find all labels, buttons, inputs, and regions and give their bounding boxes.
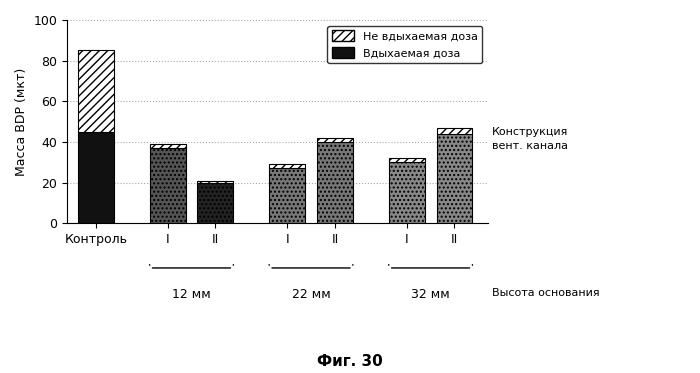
Text: 22 мм: 22 мм: [292, 288, 330, 301]
Bar: [78, 132, 114, 223]
Bar: [197, 183, 233, 223]
Bar: [150, 144, 186, 148]
Bar: [437, 128, 473, 134]
Legend: Не вдыхаемая доза, Вдыхаемая доза: Не вдыхаемая доза, Вдыхаемая доза: [328, 26, 482, 63]
Bar: [270, 168, 305, 223]
Bar: [317, 142, 353, 223]
Bar: [270, 164, 305, 168]
Bar: [317, 138, 353, 142]
Text: Фиг. 30: Фиг. 30: [317, 354, 383, 369]
Bar: [437, 134, 473, 223]
Text: Конструкция: Конструкция: [492, 127, 568, 137]
Bar: [389, 158, 425, 162]
Y-axis label: Масса BDP (мкт): Масса BDP (мкт): [15, 68, 28, 176]
Text: вент. канала: вент. канала: [492, 141, 568, 151]
Text: 12 мм: 12 мм: [172, 288, 211, 301]
Bar: [389, 162, 425, 223]
Bar: [197, 181, 233, 183]
Text: Высота основания: Высота основания: [492, 288, 600, 298]
Bar: [78, 50, 114, 132]
Bar: [150, 148, 186, 223]
Text: 32 мм: 32 мм: [411, 288, 450, 301]
